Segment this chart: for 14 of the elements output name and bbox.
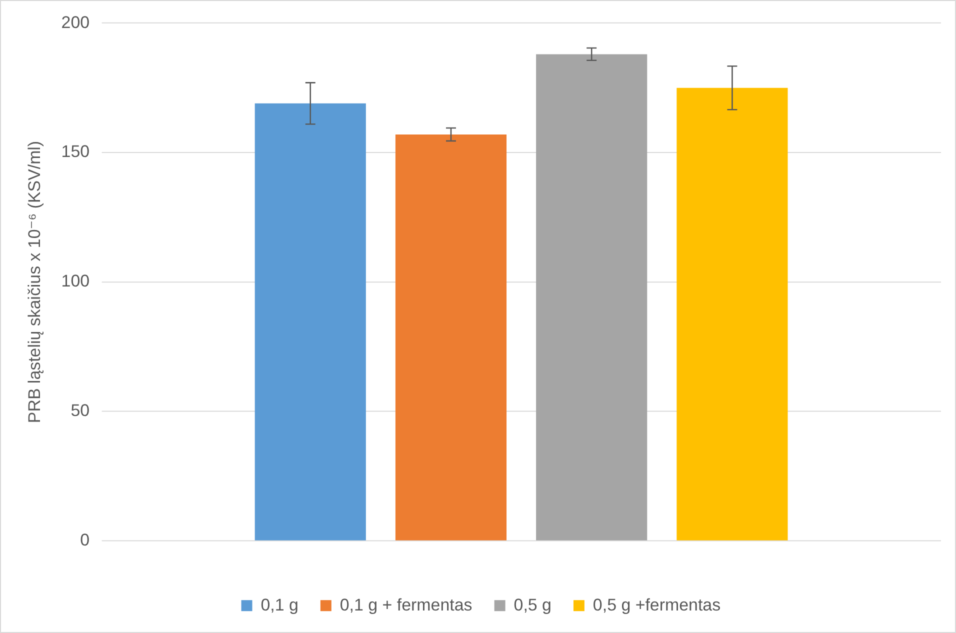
bar — [536, 54, 648, 540]
y-tick-label: 100 — [61, 272, 90, 291]
y-axis-title: PRB ląstelių skaičius x 10⁻⁶ (KSV/ml) — [24, 140, 44, 424]
bar — [676, 88, 788, 540]
y-tick-label: 150 — [61, 142, 90, 162]
y-tick-label: 50 — [70, 401, 90, 420]
legend-label: 0,1 g + fermentas — [340, 595, 472, 614]
legend-label: 0,1 g — [260, 595, 298, 614]
y-tick-label: 200 — [61, 12, 90, 32]
legend-label: 0,5 g — [514, 595, 552, 614]
legend-label: 0,5 g +fermentas — [592, 595, 721, 614]
y-tick-label: 0 — [80, 530, 90, 550]
bar — [254, 103, 366, 540]
bar — [395, 134, 507, 540]
